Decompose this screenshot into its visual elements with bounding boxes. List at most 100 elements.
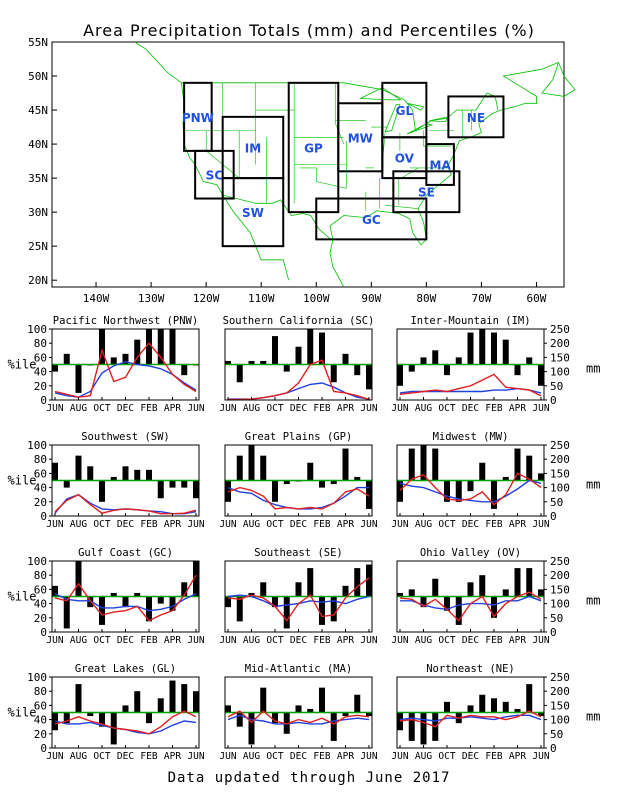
percentile-bar	[319, 687, 325, 713]
month-tick-label: JUN	[219, 519, 236, 530]
percentile-bar	[467, 582, 474, 597]
state-line	[423, 130, 452, 147]
percentile-bar	[354, 694, 361, 713]
mm-tick-label: 100	[550, 598, 570, 611]
pct-tick-label: 60	[34, 583, 47, 596]
percentile-bar	[479, 329, 486, 365]
percentile-bar	[444, 364, 450, 376]
month-tick-label: FEB	[140, 751, 157, 762]
normal-precip-line	[227, 714, 370, 725]
percentile-bar	[366, 364, 372, 390]
percentile-bar	[330, 364, 337, 383]
percentile-bar	[157, 480, 164, 499]
percentile-bar	[354, 476, 361, 481]
normal-precip-line	[399, 714, 542, 722]
percentile-bar	[319, 596, 325, 625]
percentile-bar	[272, 480, 278, 502]
month-tick-label: OCT	[93, 751, 110, 762]
percentile-bar	[193, 691, 199, 713]
percentile-bar	[514, 448, 521, 481]
mm-axis-label: mm	[586, 362, 600, 376]
percentile-bar	[260, 455, 267, 481]
month-tick-label: JUN	[187, 519, 204, 530]
month-tick-label: DEC	[290, 635, 307, 646]
mm-tick-label: 200	[550, 569, 570, 582]
percentile-bar	[225, 360, 231, 365]
mm-axis-label: mm	[586, 594, 600, 608]
panel-title: Great Plains (GP)	[245, 431, 352, 443]
percentile-bar	[330, 596, 337, 622]
panel-se: Southeast (SE) JUN AUG OCT DEC FEB APR JUN	[219, 547, 377, 646]
month-tick-label: APR	[164, 403, 181, 414]
region-label: MA	[430, 159, 452, 173]
percentile-bar	[526, 568, 533, 597]
pct-axis-label: %ile	[8, 590, 37, 604]
percentile-bar	[157, 329, 164, 365]
month-tick-label: OCT	[266, 751, 283, 762]
percentile-bar	[342, 585, 349, 597]
percentile-bar	[397, 592, 403, 597]
month-tick-label: AUG	[243, 635, 260, 646]
month-tick-label: AUG	[243, 403, 260, 414]
percentile-bar	[514, 708, 521, 713]
percentile-bar	[538, 364, 544, 386]
percentile-bar	[260, 687, 267, 713]
percentile-bar	[63, 480, 70, 488]
coastline	[500, 62, 559, 111]
month-tick-label: JUN	[391, 519, 408, 530]
panel-title: Southeast (SE)	[254, 547, 343, 559]
region-label: PNW	[182, 111, 214, 125]
month-tick-label: AUG	[70, 403, 87, 414]
month-tick-label: OCT	[266, 403, 283, 414]
state-line	[382, 167, 419, 179]
mm-tick-label: 50	[550, 728, 563, 741]
month-tick-label: FEB	[485, 751, 502, 762]
percentile-bar	[63, 712, 70, 724]
normal-precip-line	[54, 593, 197, 612]
region-box	[447, 95, 505, 139]
pct-axis-label: %ile	[8, 474, 37, 488]
percentile-bar	[526, 357, 533, 365]
mm-tick-label: 250	[550, 555, 570, 568]
month-tick-label: APR	[337, 519, 354, 530]
percentile-bar	[260, 582, 267, 597]
month-tick-label: DEC	[290, 751, 307, 762]
percentile-bar	[307, 462, 314, 481]
percentile-bar	[248, 445, 255, 481]
month-tick-label: FEB	[485, 519, 502, 530]
month-tick-label: AUG	[415, 635, 432, 646]
panel-title: Ohio Valley (OV)	[420, 547, 521, 559]
percentile-bar	[225, 480, 231, 502]
month-tick-label: APR	[337, 403, 354, 414]
percentile-bar	[342, 353, 349, 365]
month-tick-label: FEB	[140, 635, 157, 646]
percentile-bar	[502, 589, 509, 597]
percentile-bar	[193, 480, 199, 499]
month-tick-label: OCT	[438, 403, 455, 414]
month-tick-label: OCT	[438, 635, 455, 646]
percentile-bar	[75, 684, 82, 713]
pct-tick-label: 20	[34, 496, 47, 509]
percentile-bar	[479, 575, 486, 597]
lat-tick-label: 50N	[28, 70, 48, 83]
panel-title: Southern California (SC)	[223, 315, 375, 327]
lon-tick-label: 110W	[248, 292, 275, 305]
month-tick-label: JUN	[187, 403, 204, 414]
month-tick-label: OCT	[266, 519, 283, 530]
month-tick-label: AUG	[415, 751, 432, 762]
total-precip-line	[227, 710, 370, 725]
month-tick-label: APR	[164, 519, 181, 530]
month-tick-label: AUG	[70, 635, 87, 646]
month-tick-label: JUN	[532, 751, 549, 762]
pct-tick-label: 40	[34, 366, 47, 379]
lon-tick-label: 120W	[193, 292, 220, 305]
percentile-bar	[514, 364, 521, 376]
percentile-bar	[75, 561, 82, 597]
month-tick-label: FEB	[313, 751, 330, 762]
pct-tick-label: 80	[34, 685, 47, 698]
percentile-bar	[157, 698, 164, 713]
month-tick-label: FEB	[140, 519, 157, 530]
percentile-bar	[295, 582, 302, 597]
